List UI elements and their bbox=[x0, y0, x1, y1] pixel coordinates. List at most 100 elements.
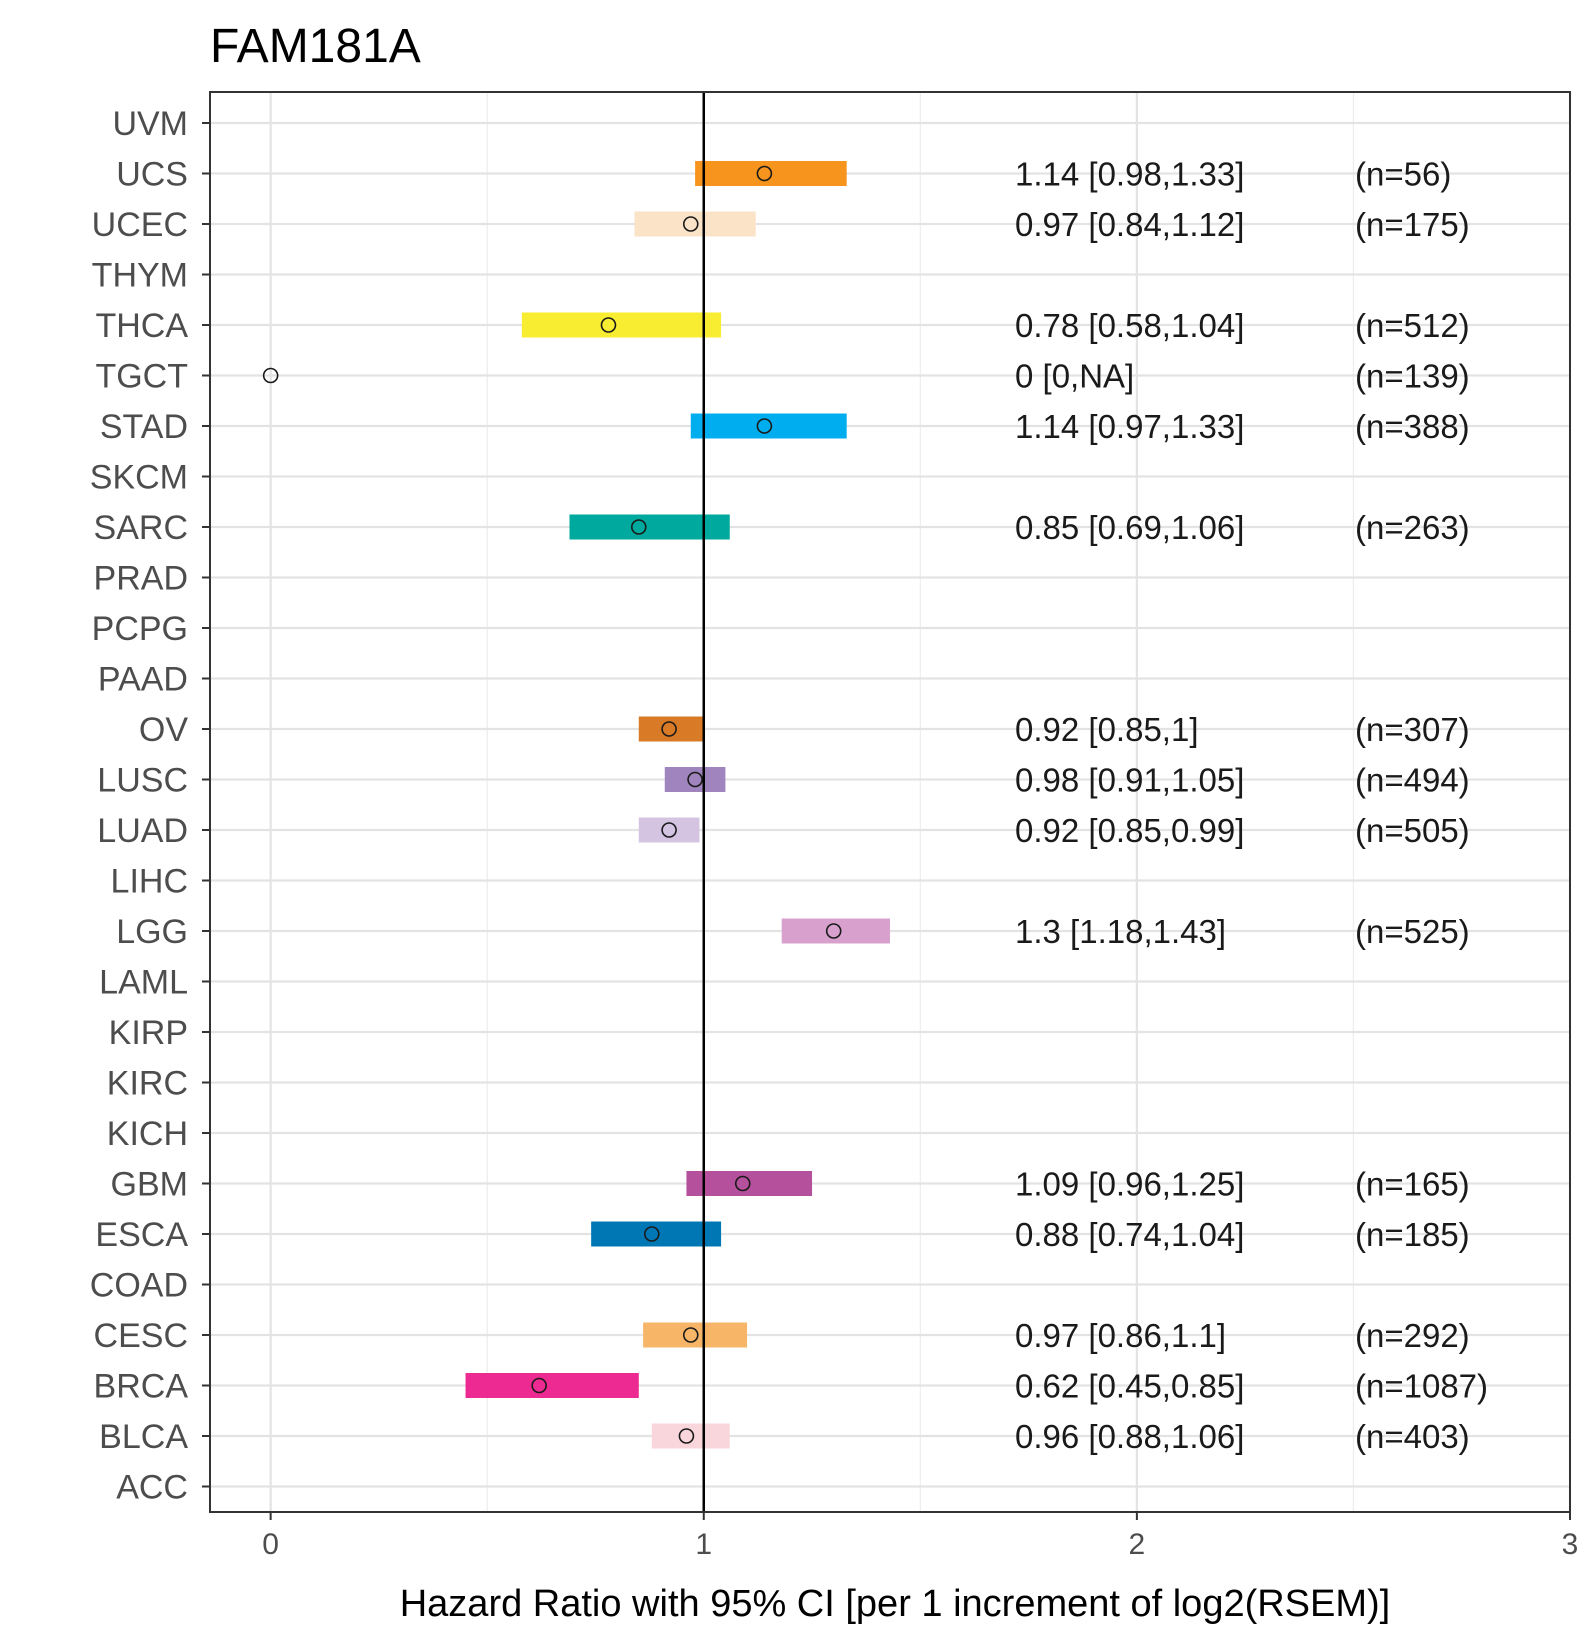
hr-text-lusc: 0.98 [0.91,1.05] bbox=[1015, 762, 1244, 799]
n-text-ov: (n=307) bbox=[1355, 711, 1470, 748]
hr-text-cesc: 0.97 [0.86,1.1] bbox=[1015, 1317, 1226, 1354]
hr-text-sarc: 0.85 [0.69,1.06] bbox=[1015, 509, 1244, 546]
n-text-blca: (n=403) bbox=[1355, 1418, 1470, 1455]
y-label-skcm: SKCM bbox=[90, 459, 188, 497]
y-label-laml: LAML bbox=[99, 964, 188, 1002]
plot-panel bbox=[209, 91, 1572, 1513]
hr-text-ov: 0.92 [0.85,1] bbox=[1015, 711, 1198, 748]
ci-bar-cesc bbox=[643, 1322, 748, 1348]
ci-bar-ucec bbox=[634, 211, 756, 237]
n-text-cesc: (n=292) bbox=[1355, 1317, 1470, 1354]
y-label-paad: PAAD bbox=[98, 661, 188, 699]
hr-text-brca: 0.62 [0.45,0.85] bbox=[1015, 1368, 1244, 1405]
hr-text-thca: 0.78 [0.58,1.04] bbox=[1015, 307, 1244, 344]
hr-text-lgg: 1.3 [1.18,1.43] bbox=[1015, 913, 1226, 950]
y-label-kirp: KIRP bbox=[109, 1014, 188, 1052]
ci-bar-luad bbox=[638, 817, 700, 843]
hr-text-tgct: 0 [0,NA] bbox=[1015, 358, 1134, 395]
hr-text-luad: 0.92 [0.85,0.99] bbox=[1015, 812, 1244, 849]
hr-point-stad bbox=[756, 418, 773, 434]
y-label-kich: KICH bbox=[107, 1115, 188, 1153]
ci-bar-esca bbox=[591, 1221, 722, 1247]
hr-annotations: 1.14 [0.98,1.33] (n=56) 0.97 [0.84,1.12] (n… bbox=[1015, 156, 1488, 1456]
y-label-stad: STAD bbox=[100, 408, 188, 446]
y-label-prad: PRAD bbox=[94, 560, 188, 598]
hr-text-gbm: 1.09 [0.96,1.25] bbox=[1015, 1166, 1244, 1203]
y-label-uvm: UVM bbox=[112, 105, 188, 143]
hr-points bbox=[262, 165, 842, 1444]
x-tick-label-2: 2 bbox=[1129, 1528, 1146, 1561]
hr-point-ucec bbox=[682, 216, 699, 232]
hr-text-esca: 0.88 [0.74,1.04] bbox=[1015, 1216, 1244, 1253]
y-label-ov: OV bbox=[139, 711, 188, 749]
x-tick-label-1: 1 bbox=[695, 1528, 712, 1561]
hr-point-gbm bbox=[734, 1175, 751, 1192]
y-label-pcpg: PCPG bbox=[92, 610, 188, 648]
y-label-cesc: CESC bbox=[94, 1317, 188, 1355]
grid-lines bbox=[210, 92, 1572, 1512]
hr-point-esca bbox=[643, 1226, 660, 1242]
hr-point-lusc bbox=[687, 771, 703, 788]
ci-bar-brca bbox=[465, 1373, 639, 1398]
n-text-tgct: (n=139) bbox=[1355, 358, 1470, 395]
n-text-esca: (n=185) bbox=[1355, 1216, 1470, 1253]
y-label-esca: ESCA bbox=[95, 1216, 188, 1254]
n-text-lgg: (n=525) bbox=[1355, 913, 1470, 950]
y-axis-labels: UVM UCS UCEC THYM THCA TGCT STAD SKCM SARC PRAD PC… bbox=[90, 105, 210, 1507]
hr-point-thca bbox=[600, 317, 617, 333]
n-text-lusc: (n=494) bbox=[1355, 762, 1470, 799]
hr-text-ucs: 1.14 [0.98,1.33] bbox=[1015, 156, 1244, 193]
hr-text-ucec: 0.97 [0.84,1.12] bbox=[1015, 206, 1244, 243]
y-label-kirc: KIRC bbox=[107, 1065, 188, 1103]
n-text-gbm: (n=165) bbox=[1355, 1166, 1470, 1203]
n-text-sarc: (n=263) bbox=[1355, 509, 1470, 546]
hr-point-brca bbox=[531, 1377, 547, 1394]
hr-point-tgct bbox=[262, 367, 279, 384]
n-text-ucec: (n=175) bbox=[1355, 206, 1470, 243]
y-label-thca: THCA bbox=[95, 307, 188, 345]
ci-bar-blca bbox=[651, 1423, 730, 1449]
ci-bar-stad bbox=[690, 413, 847, 439]
hr-point-cesc bbox=[682, 1327, 699, 1343]
hr-point-luad bbox=[661, 822, 677, 838]
y-label-blca: BLCA bbox=[99, 1418, 188, 1456]
y-label-ucs: UCS bbox=[116, 156, 188, 194]
y-label-coad: COAD bbox=[90, 1267, 188, 1305]
y-label-lusc: LUSC bbox=[97, 762, 188, 800]
hr-point-lgg bbox=[825, 923, 842, 939]
y-label-sarc: SARC bbox=[94, 509, 188, 547]
y-label-gbm: GBM bbox=[111, 1166, 188, 1204]
chart-title: FAM181A bbox=[210, 20, 421, 73]
x-axis-label: Hazard Ratio with 95% CI [per 1 incremen… bbox=[400, 1583, 1391, 1625]
n-text-stad: (n=388) bbox=[1355, 408, 1470, 445]
ci-bar-ov bbox=[638, 716, 704, 742]
hr-point-blca bbox=[678, 1428, 695, 1444]
n-text-thca: (n=512) bbox=[1355, 307, 1470, 344]
hr-point-ucs bbox=[756, 165, 773, 182]
y-label-lgg: LGG bbox=[116, 913, 188, 951]
x-axis-ticks: 0 1 2 3 bbox=[262, 1512, 1578, 1561]
hr-text-blca: 0.96 [0.88,1.06] bbox=[1015, 1418, 1244, 1455]
y-label-lihc: LIHC bbox=[111, 863, 188, 901]
y-label-thym: THYM bbox=[92, 257, 188, 295]
y-label-luad: LUAD bbox=[97, 812, 188, 850]
hr-text-stad: 1.14 [0.97,1.33] bbox=[1015, 408, 1244, 445]
hr-point-ov bbox=[661, 721, 677, 737]
ci-bar-lgg bbox=[781, 918, 890, 944]
y-label-brca: BRCA bbox=[94, 1368, 189, 1406]
n-text-brca: (n=1087) bbox=[1355, 1368, 1488, 1405]
panel-border bbox=[209, 91, 1571, 1513]
panel-background bbox=[210, 92, 1570, 1512]
y-label-acc: ACC bbox=[116, 1469, 188, 1507]
ci-bars bbox=[465, 161, 890, 1449]
y-label-ucec: UCEC bbox=[92, 206, 188, 244]
ci-bar-sarc bbox=[569, 514, 730, 540]
hr-point-sarc bbox=[630, 519, 647, 535]
ci-bar-thca bbox=[521, 312, 722, 338]
y-label-tgct: TGCT bbox=[95, 358, 188, 396]
ci-bar-lusc bbox=[664, 767, 726, 792]
n-text-ucs: (n=56) bbox=[1355, 156, 1451, 193]
x-tick-label-3: 3 bbox=[1562, 1528, 1579, 1561]
n-text-luad: (n=505) bbox=[1355, 812, 1470, 849]
